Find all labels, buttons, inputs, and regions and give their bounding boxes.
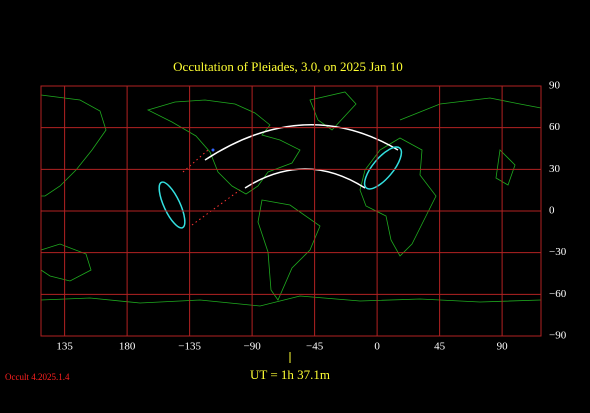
x-tick-label: 0: [374, 341, 380, 353]
y-tick-label: 90: [549, 80, 561, 92]
x-tick-label: 180: [119, 341, 136, 353]
y-tick-label: −90: [549, 330, 567, 342]
y-tick-label: −30: [549, 246, 567, 258]
x-tick-label: −135: [178, 341, 201, 353]
y-tick-label: −60: [549, 288, 567, 300]
version-label: Occult 4.2025.1.4: [5, 372, 70, 382]
title: Occultation of Pleiades, 3.0, on 2025 Ja…: [173, 59, 403, 74]
y-tick-label: 30: [549, 163, 561, 175]
x-tick-label: 135: [56, 341, 73, 353]
x-tick-label: 90: [497, 341, 509, 353]
time-label: UT = 1h 37.1m: [250, 367, 330, 382]
x-tick-label: −90: [244, 341, 262, 353]
x-tick-label: −45: [306, 341, 324, 353]
y-tick-label: 0: [549, 205, 555, 217]
map-frame: [40, 85, 542, 337]
coastlines: [40, 91, 542, 307]
y-tick-label: 60: [549, 121, 561, 133]
x-tick-label: 45: [434, 341, 446, 353]
